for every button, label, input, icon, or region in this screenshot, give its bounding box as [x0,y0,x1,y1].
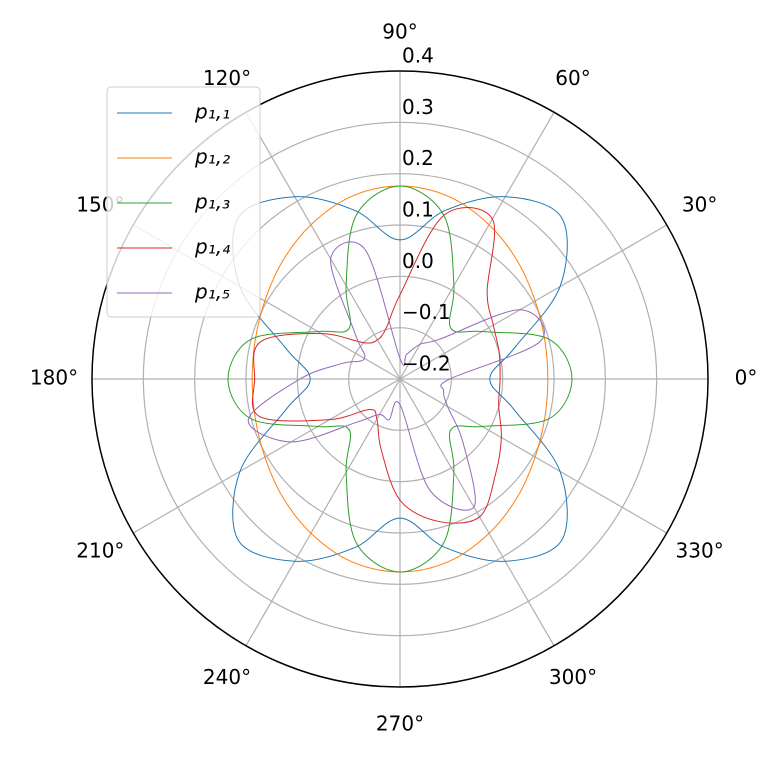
grid-spoke [245,111,401,380]
legend-label: p₁,₂ [194,145,230,169]
theta-tick-label: 60° [555,66,590,90]
legend-label: p₁,₄ [194,235,230,259]
series-line [232,196,568,562]
theta-tick-label: 210° [76,539,124,563]
theta-tick-label: 300° [549,665,597,689]
outer-frame [91,70,709,688]
series-line [247,241,545,511]
theta-tick-label: 30° [682,193,717,217]
theta-tick-label: 270° [376,712,424,736]
theta-tick-label: 240° [203,665,251,689]
grid-spoke [399,224,668,380]
legend-box [106,86,261,318]
theta-tick-label: 180° [30,366,78,390]
theta-tick-label: 0° [735,366,758,390]
r-tick-label: 0.1 [402,198,434,222]
r-tick-label: 0.4 [402,44,434,68]
series-line [227,185,573,573]
r-tick-label: −0.2 [402,352,451,376]
r-tick-label: 0.3 [402,95,434,119]
legend-label: p₁,₃ [194,190,230,214]
grid-spoke [399,378,555,647]
series-line [251,207,502,524]
theta-tick-label: 330° [676,539,724,563]
theta-tick-label: 90° [382,20,417,44]
r-tick-label: 0.2 [402,146,434,170]
r-tick-label: 0.0 [402,249,434,273]
series-line [251,185,549,573]
theta-tick-label: 120° [203,66,251,90]
grid-spoke [245,378,401,647]
legend-label: p₁,₅ [194,280,230,304]
grid-spoke [399,111,555,380]
grid-spoke [132,378,401,534]
legend-label: p₁,₁ [194,100,230,124]
r-tick-label: −0.1 [402,300,451,324]
grid-spoke [399,378,668,534]
